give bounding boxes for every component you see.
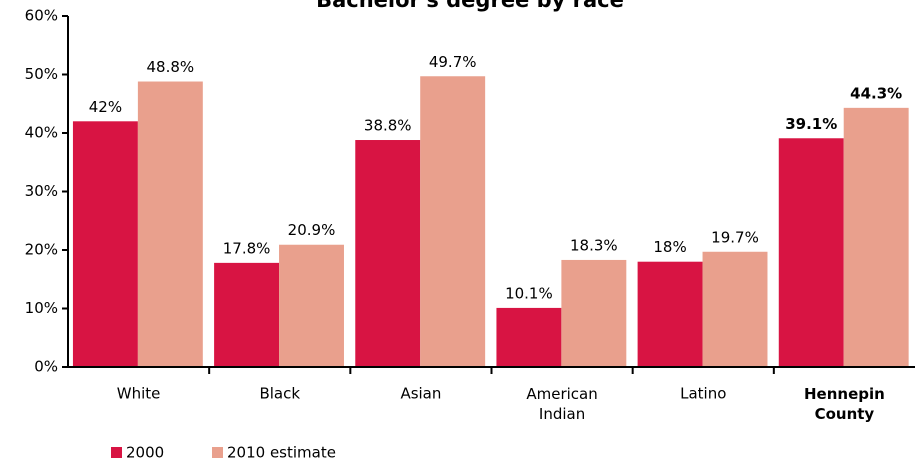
x-tick-label: Asian — [400, 385, 441, 403]
y-tick-label: 60% — [25, 7, 58, 25]
value-label: 10.1% — [505, 284, 553, 302]
bar — [561, 259, 627, 367]
value-label: 19.7% — [711, 228, 759, 246]
bar — [137, 81, 203, 368]
value-label: 44.3% — [850, 84, 902, 102]
value-label: 18.3% — [570, 236, 618, 254]
x-tick-label: Black — [259, 385, 300, 403]
bar — [214, 262, 280, 367]
x-tick-label: American Indian — [526, 385, 597, 423]
value-label: 39.1% — [785, 115, 837, 133]
value-label: 38.8% — [364, 117, 412, 135]
bar — [72, 121, 138, 367]
value-label: 48.8% — [147, 58, 195, 76]
x-tick-label: White — [117, 385, 161, 403]
bar — [843, 107, 909, 367]
value-label: 17.8% — [223, 239, 271, 257]
bar — [279, 244, 344, 367]
bar — [355, 140, 421, 367]
chart-title: Bachelor's degree by race — [316, 0, 624, 12]
bar — [637, 261, 703, 367]
y-tick-label: 50% — [25, 65, 58, 83]
bar — [778, 138, 844, 367]
x-tick-label: Latino — [680, 385, 726, 403]
legend-swatch — [212, 447, 223, 458]
y-tick-label: 20% — [25, 241, 58, 259]
value-label: 42% — [89, 98, 122, 116]
y-tick-label: 10% — [25, 299, 58, 317]
value-label: 18% — [653, 238, 686, 256]
legend-swatch — [111, 447, 122, 458]
bar — [420, 76, 486, 367]
legend-label: 2010 estimate — [227, 444, 336, 462]
bar — [496, 307, 562, 367]
y-tick-label: 30% — [25, 182, 58, 200]
y-tick-label: 40% — [25, 124, 58, 142]
bar — [702, 251, 768, 367]
value-label: 20.9% — [288, 221, 336, 239]
x-tick-label: Hennepin County — [804, 385, 885, 423]
legend-label: 2000 — [126, 444, 164, 462]
y-tick-label: 0% — [34, 358, 58, 376]
value-label: 49.7% — [429, 53, 477, 71]
